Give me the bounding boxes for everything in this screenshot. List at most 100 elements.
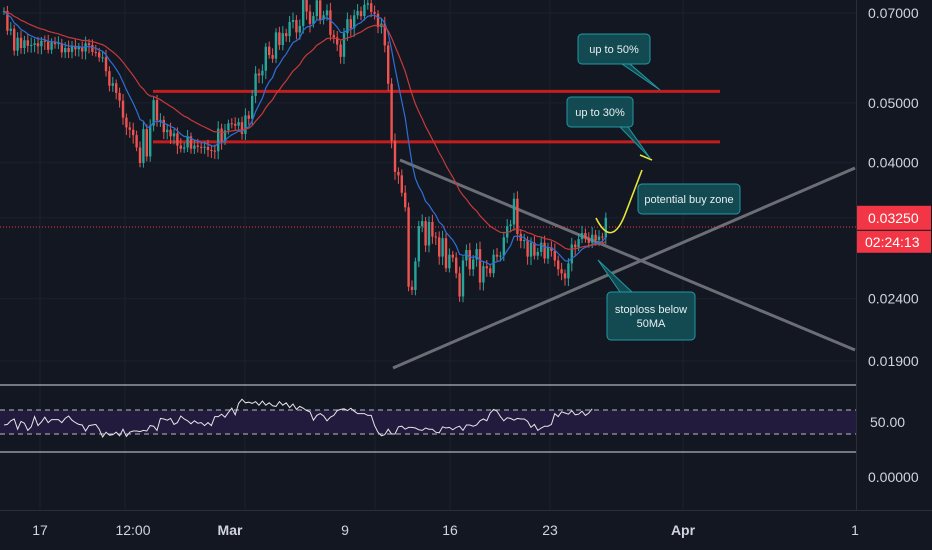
candle-body [308,11,312,24]
candle-body [305,0,308,12]
candle-body [400,175,403,193]
candle-body [567,263,570,279]
candle-body [159,119,162,121]
candle-body [604,217,607,238]
callout-box[interactable] [606,291,696,341]
candle-body [206,146,210,150]
candle-body [570,244,573,264]
candle-body [356,11,359,16]
candle-body [118,92,121,101]
candle-body [70,45,74,52]
candle-body [591,234,594,243]
candle-body [261,70,264,76]
resistance-levels [153,89,720,144]
candle-body [33,43,36,45]
candle-body [94,51,97,53]
candle-body [274,32,278,59]
candle-body [135,135,138,148]
candle-body [427,221,431,246]
time-tick-label: 12:00 [115,522,150,538]
candle-body [461,260,465,297]
rsi-tick-label: 0.00000 [868,469,919,485]
candle-body [594,234,597,241]
rsi-band [0,410,856,434]
candle-body [23,40,26,49]
candle-body [373,11,376,14]
candle-body [183,147,186,149]
candle-body [533,242,536,256]
candle-body [189,136,193,149]
candle-body [155,100,159,121]
candle-body [458,273,461,297]
callout-text: 50MA [637,318,666,330]
candle-body [145,129,148,157]
price-tick-label: 0.02400 [868,291,919,307]
projection-arrowhead [639,154,653,161]
candle-body [438,237,441,257]
candle-body [366,3,369,5]
lower-trendline[interactable] [392,166,856,370]
candle-body [444,238,448,269]
time-axis: 17 12:00 Mar 9 16 23 Apr 1 [0,510,932,538]
candle-body [546,247,550,259]
candle-body [472,259,475,270]
callout-box[interactable] [637,183,741,215]
candle-body [172,133,176,137]
callout-box[interactable] [577,33,651,65]
upper-trendline[interactable] [399,158,856,352]
candle-body [115,83,118,93]
candle-body [132,129,135,136]
candle-body [108,71,111,86]
candle-body [169,129,172,137]
candle-body [257,73,261,76]
candle-body [149,125,152,157]
candle-body [217,128,220,152]
candle-body [111,83,114,86]
candle-body [121,100,125,118]
candle-body [67,48,70,52]
candle-body [200,146,203,148]
callout-box[interactable] [566,96,634,128]
rsi-panel [0,384,856,453]
candle-body [227,123,230,131]
candle-body [441,238,444,257]
candle-body [322,15,325,20]
candle-body [560,269,563,274]
candle-body [50,42,53,50]
candle-body [223,130,227,142]
candle-body [431,221,434,237]
candle-body [47,41,50,50]
callout-text: up to 50% [589,44,639,56]
candle-body [210,149,213,151]
candle-body [475,249,478,260]
candle-body [346,19,349,34]
candle-body [516,198,519,234]
candle-body [271,55,274,59]
candle-body [455,257,458,274]
candle-body [64,48,67,53]
candle-body [339,44,342,57]
price-tick-label: 0.01900 [868,353,919,369]
time-tick-label: 16 [442,522,458,538]
candle-body [26,40,29,46]
candle-body [125,117,128,128]
current-price-label: 0.03250 [868,210,919,226]
candle-body [281,33,284,45]
candle-body [36,43,40,47]
candle-body [404,192,407,208]
candle-body [278,32,281,45]
candle-body [128,127,131,130]
candle-body [81,46,84,52]
candle-body [315,0,318,17]
candle-body [336,37,339,45]
candle-body [451,254,454,258]
candle-body [410,286,414,290]
candle-body [288,21,291,37]
candle-body [101,57,104,59]
candle-body [478,249,482,283]
candle-body [349,19,352,29]
candle-body [390,83,393,141]
candle-body [550,247,553,251]
